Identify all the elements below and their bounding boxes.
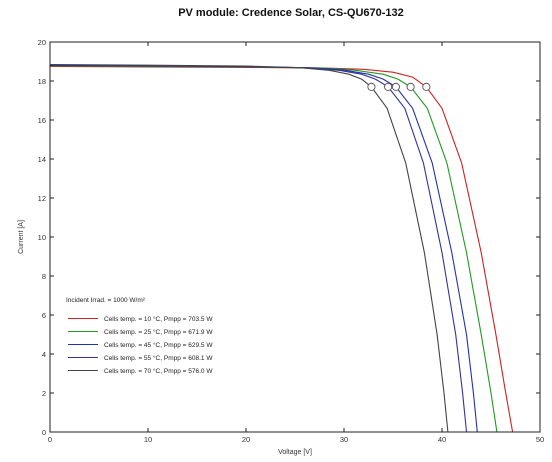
series-line-2: [49, 65, 498, 433]
y-tick-label: 10: [38, 233, 46, 242]
series-line-5: [49, 64, 449, 433]
mpp-markers: [367, 82, 431, 91]
legend-label-5: Cells temp. = 70 °C, Pmpp = 576.0 W: [104, 367, 213, 375]
tick-layer: 0 10 20 30 40 50 0 2 4 6 8 10 12 14 16 18 20: [38, 38, 545, 444]
series-line-4: [49, 64, 468, 433]
y-tick-label: 2: [42, 389, 46, 398]
x-tick-label: 10: [144, 435, 152, 444]
plot-frame: [49, 41, 541, 433]
y-axis-label: Current [A]: [18, 220, 25, 254]
x-tick-label: 0: [48, 435, 52, 444]
mpp-marker-4: [384, 82, 393, 91]
chart-title: PV module: Credence Solar, CS-QU670-132: [178, 7, 404, 19]
x-tick-label: 50: [536, 435, 544, 444]
y-tick-label: 12: [38, 194, 46, 203]
x-tick-label: 30: [340, 435, 348, 444]
y-tick-label: 14: [38, 155, 46, 164]
x-axis-label: Voltage [V]: [278, 449, 312, 456]
legend-label-4: Cells temp. = 55 °C, Pmpp = 608.1 W: [104, 354, 213, 362]
curves-layer: [49, 64, 514, 433]
y-tick-label: 16: [38, 116, 46, 125]
mpp-marker-3: [391, 82, 400, 91]
series-line-3: [49, 64, 478, 433]
y-tick-label: 6: [42, 311, 46, 320]
mpp-marker-2: [406, 82, 415, 91]
legend-title: Incident Irrad. = 1000 W/m²: [66, 297, 146, 304]
legend: Incident Irrad. = 1000 W/m² Cells temp. …: [66, 297, 213, 375]
legend-label-2: Cells temp. = 25 °C, Pmpp = 671.9 W: [104, 328, 213, 336]
y-tick-label: 8: [42, 272, 46, 281]
legend-label-3: Cells temp. = 45 °C, Pmpp = 629.5 W: [104, 341, 213, 349]
y-tick-label: 20: [38, 38, 46, 47]
y-tick-label: 18: [38, 77, 46, 86]
x-tick-label: 20: [242, 435, 250, 444]
mpp-marker-1: [422, 82, 431, 91]
y-tick-label: 0: [42, 428, 46, 437]
mpp-marker-5: [367, 82, 376, 91]
x-tick-label: 40: [438, 435, 446, 444]
legend-label-1: Cells temp. = 10 °C, Pmpp = 703.5 W: [104, 315, 213, 323]
series-line-1: [49, 65, 514, 433]
y-tick-label: 4: [42, 350, 46, 359]
